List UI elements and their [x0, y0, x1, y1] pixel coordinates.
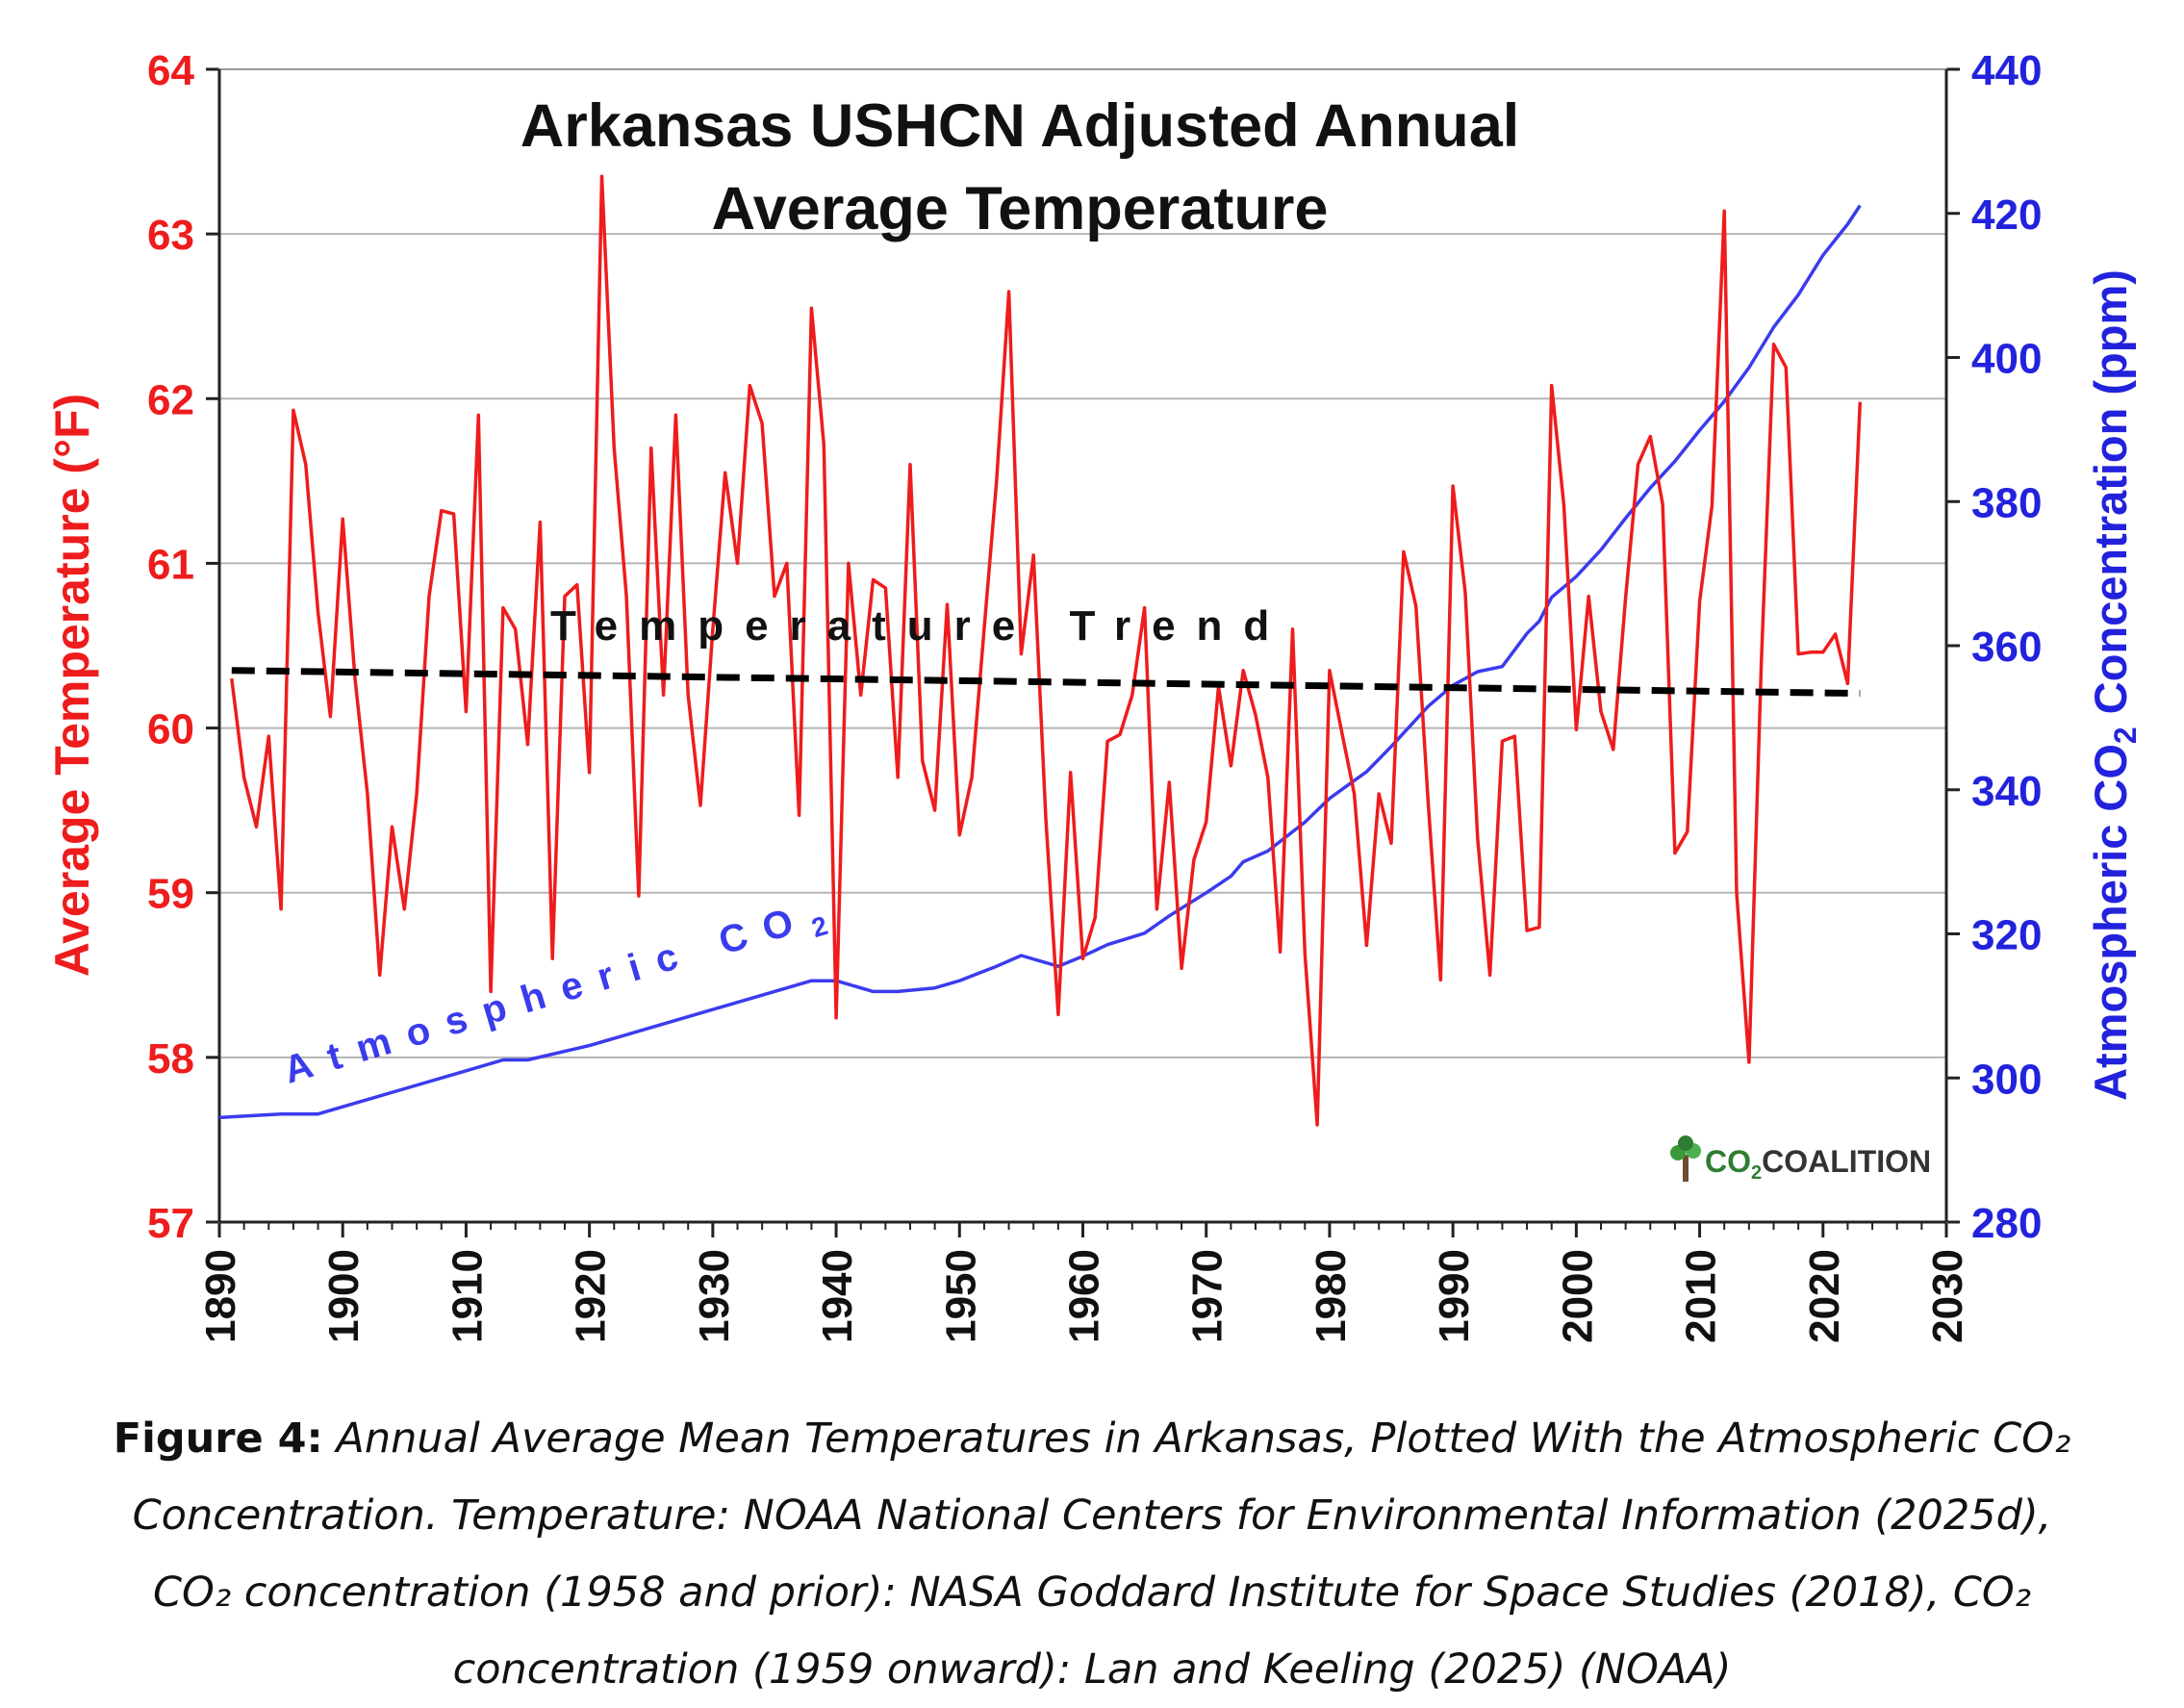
chart-title-line-2: Average Temperature — [712, 175, 1329, 242]
left-tick-label: 62 — [147, 376, 194, 423]
left-tick-label: 59 — [147, 871, 194, 918]
right-axis-title: Atmospheric CO2 Concentration (ppm) — [2085, 269, 2143, 1101]
chart-title-line-1: Arkansas USHCN Adjusted Annual — [521, 92, 1520, 160]
x-tick-label: 1910 — [444, 1249, 491, 1343]
left-tick-label: 60 — [147, 706, 194, 753]
caption-line-4: concentration (1959 onward): Lan and Kee… — [452, 1645, 1732, 1694]
right-tick-label: 440 — [1971, 47, 2042, 94]
x-tick-label: 1950 — [937, 1249, 984, 1343]
logo-coalition: COALITION — [1762, 1144, 1931, 1179]
tick-labels: 57 58 59 60 61 62 63 64 280 300 320 340 360 380 400 420… — [147, 47, 2042, 1343]
right-tick-label: 300 — [1971, 1056, 2042, 1103]
caption-line-1-text: Annual Average Mean Temperatures in Arka… — [322, 1415, 2071, 1463]
series-layer — [218, 174, 1863, 1127]
x-tick-label: 2010 — [1678, 1249, 1725, 1343]
right-tick-label: 340 — [1971, 768, 2042, 815]
right-axis-title-subscript: 2 — [2108, 727, 2143, 744]
right-axis-title-part-2: Concentration (ppm) — [2085, 269, 2136, 727]
x-tick-label: 2000 — [1554, 1249, 1601, 1343]
logo-co: CO — [1705, 1144, 1751, 1179]
left-tick-label: 58 — [147, 1035, 194, 1083]
logo-subscript: 2 — [1751, 1162, 1762, 1184]
left-tick-label: 63 — [147, 212, 194, 259]
tree-icon — [1670, 1135, 1701, 1182]
trend-label: Temperature Trend — [550, 602, 1290, 650]
x-tick-label: 1970 — [1184, 1249, 1232, 1343]
right-tick-label: 380 — [1971, 479, 2042, 526]
dual-axis-chart: 57 58 59 60 61 62 63 64 280 300 320 340 360 380 400 420… — [0, 0, 2184, 1386]
right-tick-label: 400 — [1971, 336, 2042, 383]
x-tick-label: 1940 — [814, 1249, 861, 1343]
x-tick-label: 1920 — [568, 1249, 615, 1343]
co2-series-line — [218, 204, 1862, 1120]
left-tick-label: 61 — [147, 541, 194, 588]
left-tick-label: 57 — [147, 1200, 194, 1247]
gridlines — [219, 233, 1946, 1058]
chart-background — [0, 0, 2184, 1386]
right-axis-title-part-1: Atmospheric CO — [2085, 744, 2136, 1101]
x-tick-label: 1990 — [1431, 1249, 1478, 1343]
x-tick-label: 1900 — [320, 1249, 368, 1343]
co2-coalition-logo: CO2COALITION — [1670, 1135, 1931, 1184]
temperature-trend-line — [231, 667, 1861, 698]
temperature-series-line — [230, 174, 1863, 1127]
caption-line-2: Concentration. Temperature: NOAA Nationa… — [132, 1491, 2052, 1540]
x-tick-label: 2020 — [1801, 1249, 1848, 1343]
axes — [206, 67, 1960, 1237]
x-tick-label: 1980 — [1308, 1249, 1355, 1343]
caption-label: Figure 4: — [113, 1415, 323, 1463]
x-tick-label: 1960 — [1061, 1249, 1108, 1343]
figure-caption: Figure 4: Annual Average Mean Temperatur… — [38, 1400, 2146, 1708]
right-tick-label: 320 — [1971, 912, 2042, 959]
x-tick-label: 1930 — [691, 1249, 738, 1343]
right-tick-label: 360 — [1971, 624, 2042, 671]
x-tick-label: 1890 — [197, 1249, 244, 1343]
caption-line-1: Figure 4: Annual Average Mean Temperatur… — [38, 1400, 2146, 1477]
caption-line-3: CO₂ concentration (1958 and prior): NASA… — [152, 1568, 2032, 1617]
x-tick-label: 2030 — [1924, 1249, 1971, 1343]
right-tick-label: 420 — [1971, 191, 2042, 239]
right-tick-label: 280 — [1971, 1200, 2042, 1247]
left-tick-label: 64 — [147, 47, 194, 94]
logo-text: CO2COALITION — [1705, 1144, 1931, 1184]
left-axis-title: Average Temperature (°F) — [45, 394, 99, 977]
